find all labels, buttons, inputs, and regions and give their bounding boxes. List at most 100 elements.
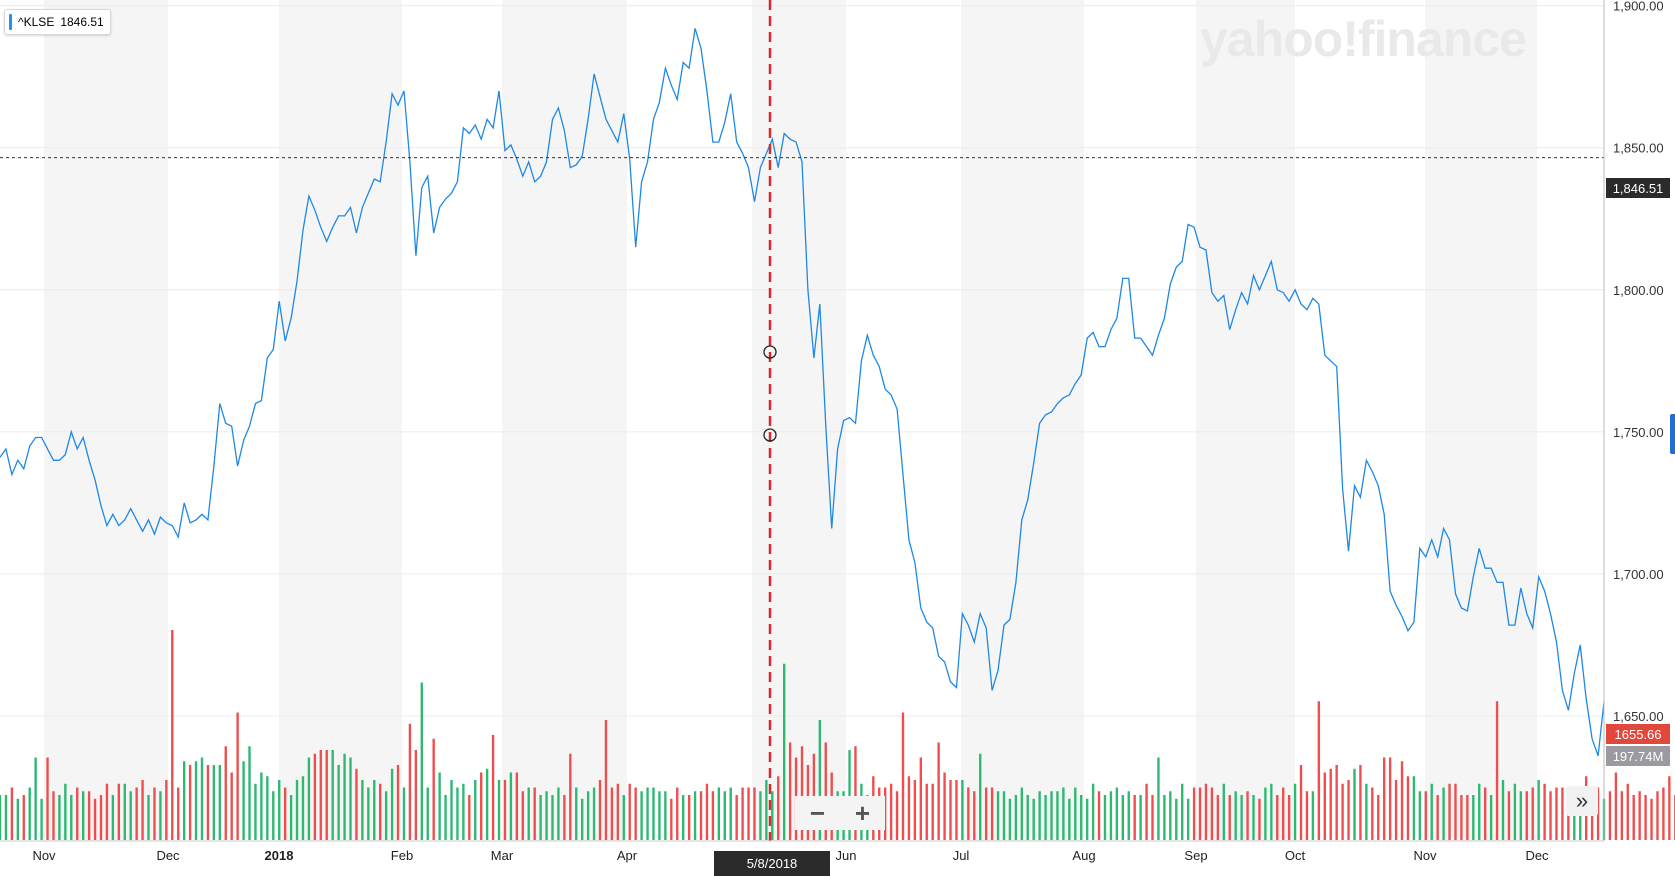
volume-bar [1424,791,1427,840]
volume-bar [165,780,168,840]
volume-bar [592,787,596,840]
volume-bar [1537,780,1540,840]
volume-bar [1151,795,1154,840]
volume-bar [1317,701,1321,840]
volume-bar [1115,787,1119,840]
volume-bar [1632,795,1635,840]
volume-bar [1489,795,1493,840]
volume-bar [1020,787,1023,840]
volume-bar [1163,795,1166,840]
volume-bar [1341,783,1344,840]
volume-bar [759,791,762,840]
zoom-out-button[interactable]: − [809,798,826,828]
volume-bar [1596,787,1600,840]
volume-bar [782,663,786,840]
x-tick-label: Nov [1413,848,1437,863]
volume-bar [729,787,732,840]
expand-panel-button[interactable]: » [1566,786,1598,816]
volume-bar [1662,787,1665,840]
volume-bar [907,776,911,840]
volume-bar [586,791,590,840]
volume-bar [10,787,14,840]
volume-bar [58,795,61,840]
volume-bar [456,787,459,840]
volume-bar [1282,787,1285,840]
volume-bar [1228,795,1231,840]
volume-bar [1080,795,1083,840]
volume-bar [206,765,210,840]
volume-bar [480,772,483,840]
volume-bar [361,780,364,840]
volume-bar [1246,791,1249,840]
volume-bar [551,795,554,840]
volume-bar [331,750,334,840]
volume-bar [242,761,245,840]
volume-bar [1483,787,1487,840]
volume-bar [129,791,132,840]
volume-bar [390,768,394,840]
ticker-badge[interactable]: ^KLSE 1846.51 [4,9,111,35]
x-tick-label: Jun [836,848,857,863]
volume-bar [1412,776,1416,840]
ticker-value: 1846.51 [60,15,104,29]
volume-bar [497,780,501,840]
volume-bar [503,780,507,840]
volume-bar [967,787,970,840]
volume-bar [634,787,637,840]
side-panel-handle[interactable] [1670,414,1675,454]
x-tick-label: Feb [391,848,413,863]
volume-bar [1109,791,1113,840]
x-axis: NovDec2018FebMarAprMayJunJulAugSepOctNov… [0,840,1604,863]
volume-bar [254,783,257,840]
volume-bar [848,750,851,840]
volume-bar [1204,783,1208,840]
zoom-in-button[interactable]: + [854,798,871,828]
x-tick-label: Mar [491,848,514,863]
volume-bar [509,772,513,840]
last-price-label: 1655.66 [1606,724,1670,744]
volume-bar [996,791,1000,840]
volume-bar [1192,787,1196,840]
volume-bar [319,750,322,840]
volume-bar [723,791,726,840]
volume-bar [1181,783,1184,840]
volume-bar [307,757,311,840]
volume-bar [105,783,109,840]
x-tick-label: Oct [1285,848,1306,863]
volume-bar [349,757,352,840]
volume-bar [788,742,792,840]
volume-bar [919,757,923,840]
volume-bar [1436,795,1439,840]
volume-bar [1555,787,1558,840]
volume-bar [557,787,560,840]
volume-bar [1335,765,1338,840]
month-band [44,0,168,841]
volume-bar [705,783,709,840]
volume-bar [272,791,275,840]
volume-bar [883,787,887,840]
volume-bar [16,798,20,840]
volume-bar [373,780,376,840]
volume-bar [1091,783,1095,840]
volume-bar [1501,780,1505,840]
volume-bar [408,723,412,840]
volume-bar [0,795,2,840]
volume-bar [937,742,940,840]
volume-bar [123,783,126,840]
volume-bar [1305,791,1309,840]
y-tick-label: 1,650.00 [1613,709,1664,724]
volume-bar [943,772,946,840]
volume-bar [159,791,162,840]
volume-bar [278,780,281,840]
volume-bar [1258,798,1261,840]
volume-bar [670,798,673,840]
price-line-group [0,28,1605,757]
volume-bar [581,798,584,840]
volume-bar [1240,795,1243,840]
series-color-marker [9,14,12,30]
volume-bar [753,787,756,840]
volume-bar [474,780,477,840]
volume-bar [664,791,667,840]
volume-bar [1056,791,1059,840]
